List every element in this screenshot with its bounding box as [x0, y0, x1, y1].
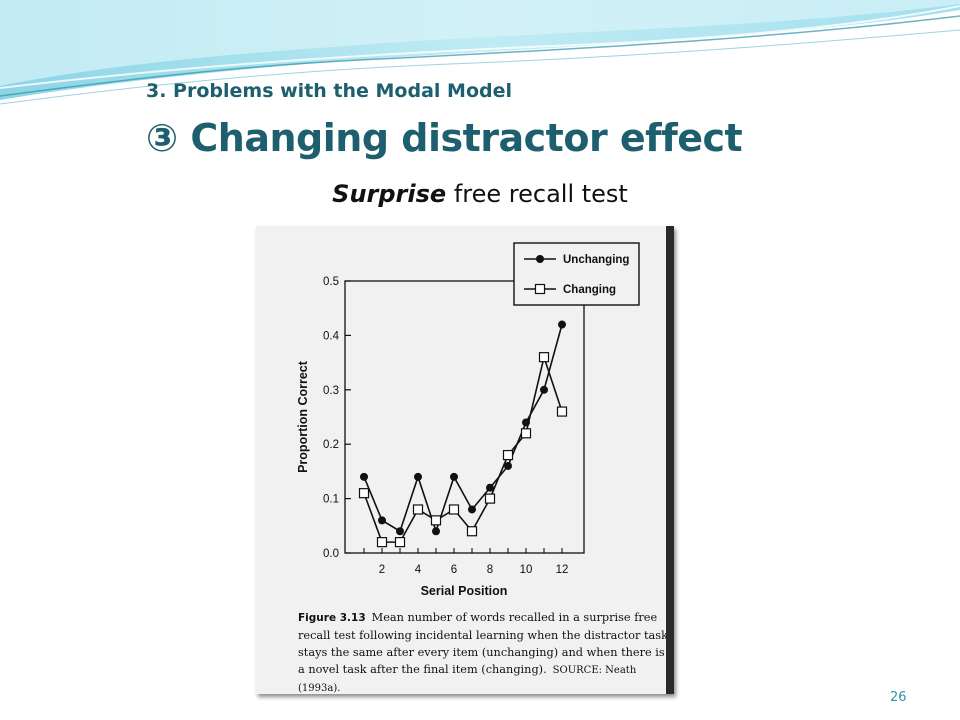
point-unchanging	[522, 418, 530, 427]
slide-title: ③ Changing distractor effect	[146, 116, 743, 160]
y-tick-label: 0.4	[323, 330, 340, 342]
point-changing	[358, 488, 370, 499]
point-unchanging	[414, 472, 422, 481]
point-changing	[376, 537, 388, 548]
point-changing	[556, 406, 568, 417]
y-tick-label: 0.3	[323, 385, 339, 397]
header-wave-decoration	[0, 0, 960, 105]
point-unchanging	[504, 461, 512, 470]
point-unchanging	[486, 483, 494, 492]
point-changing	[538, 352, 550, 363]
point-unchanging	[360, 472, 368, 481]
point-unchanging	[396, 527, 404, 536]
point-changing	[394, 537, 406, 548]
point-unchanging	[378, 516, 386, 525]
legend-marker-changing	[534, 283, 546, 295]
point-unchanging	[540, 385, 548, 394]
x-tick-label: 4	[415, 564, 422, 576]
legend-label-changing: Changing	[563, 284, 616, 296]
point-changing	[430, 515, 442, 526]
caption-text: free recall test	[446, 180, 628, 208]
y-axis-ticks: 0.0 0.1 0.2 0.3 0.4 0.5	[323, 276, 351, 560]
x-tick-label: 2	[379, 564, 385, 576]
page-number: 26	[890, 690, 907, 705]
point-changing	[502, 449, 514, 461]
x-tick-label: 12	[556, 564, 569, 576]
x-axis-ticks: 2 4 6 8 10 12	[363, 548, 569, 576]
legend-box	[513, 242, 640, 306]
y-tick-label: 0.5	[323, 276, 339, 288]
y-tick-label: 0.1	[323, 494, 339, 506]
scanned-figure: 0.0 0.1 0.2 0.3 0.4 0.5 2 4 6 8 10 12 Serial Posit…	[256, 226, 674, 694]
slide-caption: Surprise free recall test	[0, 180, 960, 208]
series-line-unchanging	[363, 324, 563, 534]
point-unchanging	[468, 505, 476, 514]
x-axis-label: Serial Position	[421, 584, 508, 598]
point-unchanging	[558, 320, 566, 329]
series-line-changing	[363, 354, 563, 543]
point-unchanging	[432, 527, 440, 536]
caption-emphasis: Surprise	[332, 180, 447, 208]
y-tick-label: 0.2	[323, 439, 339, 451]
series-layer	[358, 320, 568, 548]
y-axis-label: Proportion Correct	[296, 360, 310, 473]
figure-label: Figure 3.13	[298, 612, 366, 624]
figure-caption-text: Mean number of words recalled in a surpr…	[298, 611, 668, 676]
point-changing	[484, 493, 496, 504]
serial-position-chart: 0.0 0.1 0.2 0.3 0.4 0.5 2 4 6 8 10 12 Serial Posit…	[296, 242, 640, 598]
point-changing	[448, 504, 460, 515]
point-unchanging	[450, 472, 458, 481]
x-tick-label: 10	[520, 564, 533, 576]
point-changing	[520, 428, 532, 439]
figure-caption: Figure 3.13 Mean number of words recalled…	[298, 609, 670, 694]
legend: Unchanging Changing	[513, 242, 640, 306]
legend-marker-unchanging	[536, 255, 544, 263]
y-tick-label: 0.0	[323, 548, 339, 560]
legend-label-unchanging: Unchanging	[563, 254, 629, 266]
x-tick-label: 6	[451, 564, 457, 576]
x-tick-label: 8	[487, 564, 493, 576]
plot-frame	[344, 280, 585, 554]
point-changing	[412, 504, 424, 515]
slide-subtitle: 3. Problems with the Modal Model	[146, 80, 512, 102]
point-changing	[466, 526, 478, 537]
figure-source: SOURCE: Neath (1993a).	[298, 665, 637, 694]
